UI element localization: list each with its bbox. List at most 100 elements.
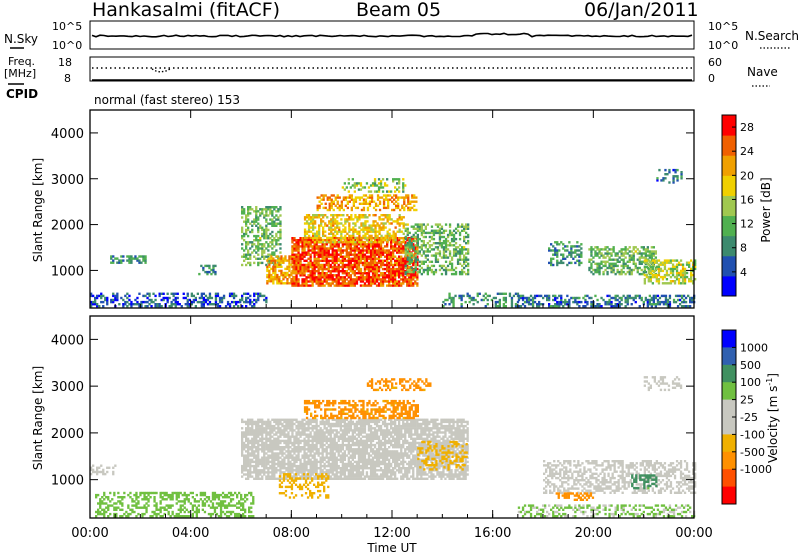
heatmap-cell [482, 294, 485, 298]
heatmap-cell [392, 284, 395, 287]
heatmap-cell [406, 278, 409, 281]
heatmap-cell [208, 303, 212, 306]
heatmap-cell [330, 220, 333, 223]
heatmap-cell [275, 243, 278, 246]
heatmap-cell [267, 446, 270, 449]
heatmap-cell [244, 510, 247, 514]
heatmap-cell [408, 246, 411, 249]
heatmap-cell [263, 216, 266, 219]
heatmap-cell [430, 254, 434, 257]
heatmap-cell [234, 512, 237, 516]
heatmap-cell [99, 512, 102, 516]
heatmap-cell [406, 270, 409, 274]
heatmap-cell [388, 214, 391, 217]
heatmap-cell [299, 270, 302, 273]
heatmap-cell [394, 263, 397, 267]
heatmap-cell [337, 237, 340, 240]
heatmap-cell [386, 245, 389, 248]
heatmap-cell [677, 273, 681, 277]
heatmap-cell [277, 422, 280, 426]
heatmap-cell [255, 462, 258, 466]
heatmap-cell [357, 251, 361, 254]
heatmap-cell [231, 510, 235, 514]
heatmap-cell [660, 300, 664, 304]
heatmap-cell [354, 236, 357, 240]
station-title: Hankasalmi (fitACF) [92, 0, 280, 21]
heatmap-cell [249, 263, 252, 267]
heatmap-cell [200, 303, 203, 306]
heatmap-cell [355, 280, 359, 283]
heatmap-cell [346, 218, 349, 221]
heatmap-cell [420, 244, 423, 247]
heatmap-cell [452, 305, 455, 308]
heatmap-cell [311, 251, 314, 254]
heatmap-cell [347, 243, 350, 246]
heatmap-cell [255, 208, 258, 211]
heatmap-cell [265, 247, 268, 250]
heatmap-cell [341, 267, 344, 271]
heatmap-cell [323, 255, 326, 258]
heatmap-cell [386, 249, 389, 252]
heatmap-cell [624, 272, 627, 276]
heatmap-cell [367, 263, 371, 267]
heatmap-cell [247, 300, 250, 304]
heatmap-cell [538, 294, 541, 298]
heatmap-cell [356, 196, 360, 199]
heatmap-cell [309, 265, 312, 269]
heatmap-cell [329, 239, 332, 242]
heatmap-cell [649, 271, 652, 275]
heatmap-cell [266, 265, 269, 268]
heatmap-cell [418, 223, 421, 226]
heatmap-cell [414, 254, 417, 257]
heatmap-cell [307, 263, 310, 267]
heatmap-cell [620, 303, 623, 306]
heatmap-cell [203, 510, 207, 514]
heatmap-cell [364, 202, 368, 205]
heatmap-cell [370, 198, 374, 201]
heatmap-cell [94, 298, 97, 302]
heatmap-cell [371, 237, 375, 240]
heatmap-cell [177, 508, 180, 511]
heatmap-cell [436, 229, 440, 232]
heatmap-cell [525, 296, 529, 300]
heatmap-cell [332, 224, 335, 227]
heatmap-cell [297, 282, 300, 285]
heatmap-cell [261, 429, 264, 432]
heatmap-cell [398, 261, 401, 265]
heatmap-cell [277, 439, 280, 443]
heatmap-cell [363, 276, 367, 279]
heatmap-cell [112, 292, 115, 295]
heatmap-cell [268, 263, 271, 266]
heatmap-cell [143, 498, 146, 501]
heatmap-cell [149, 491, 152, 495]
heatmap-cell [247, 210, 250, 213]
colorbar-swatch [722, 115, 736, 136]
heatmap-cell [133, 493, 136, 497]
heatmap-cell [406, 242, 409, 245]
heatmap-cell [269, 424, 272, 428]
heatmap-cell [464, 300, 467, 304]
heatmap-cell [273, 469, 276, 472]
heatmap-cell [661, 263, 665, 266]
heatmap-cell [249, 253, 252, 256]
heatmap-cell [374, 240, 377, 244]
heatmap-cell [476, 300, 479, 304]
heatmap-cell [253, 467, 256, 470]
heatmap-cell [191, 506, 194, 509]
heatmap-cell [249, 429, 252, 432]
heatmap-cell [405, 204, 408, 207]
heatmap-cell [135, 493, 138, 497]
heatmap-cell [383, 239, 387, 242]
heatmap-cell [392, 220, 395, 223]
heatmap-cell [568, 300, 571, 304]
heatmap-cell [257, 473, 260, 476]
heatmap-cell [236, 496, 239, 499]
heatmap-cell [371, 276, 375, 279]
heatmap-cell [578, 261, 581, 265]
freq-label: Freq. [8, 55, 35, 68]
heatmap-cell [227, 515, 231, 518]
heatmap-cell [414, 272, 417, 275]
heatmap-cell [643, 267, 646, 271]
heatmap-cell [556, 241, 559, 244]
heatmap-cell [255, 214, 258, 217]
